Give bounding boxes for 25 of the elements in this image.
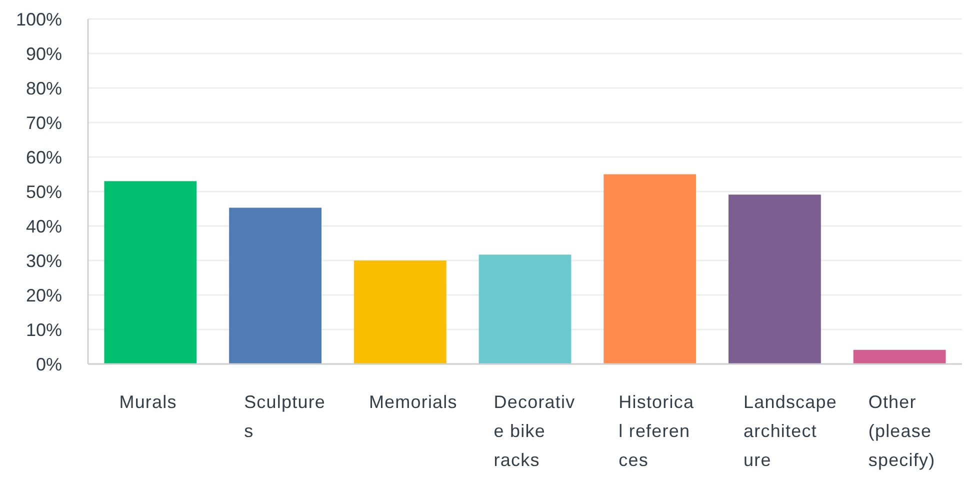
bar xyxy=(478,254,572,364)
y-tick-label: 40% xyxy=(26,216,62,236)
y-tick-label: 30% xyxy=(26,250,62,271)
bar xyxy=(604,174,696,364)
x-tick-label: Other (please specify) xyxy=(868,392,936,470)
y-tick-label: 60% xyxy=(26,147,62,168)
bar xyxy=(104,181,197,364)
y-tick-label: 10% xyxy=(26,320,62,340)
y-tick-label: 50% xyxy=(26,182,62,202)
y-tick-label: 70% xyxy=(26,112,62,133)
x-tick-label: Memorials xyxy=(368,392,458,412)
bar xyxy=(229,208,322,364)
y-tick-label: 0% xyxy=(36,354,62,374)
bar xyxy=(853,350,946,364)
y-tick-label: 20% xyxy=(26,285,62,306)
y-tick-label: 90% xyxy=(26,44,62,64)
y-tick-label: 80% xyxy=(26,78,62,98)
x-tick-label: Sculptures xyxy=(244,392,326,441)
x-tick-label: Landscape architecture xyxy=(744,392,837,470)
x-tick-label: Historical references xyxy=(618,392,694,470)
x-tick-label: Decorative bike racks xyxy=(494,392,576,470)
bar xyxy=(728,194,821,364)
bar xyxy=(354,260,446,364)
y-tick-label: 100% xyxy=(16,9,62,30)
x-tick-label: Murals xyxy=(119,392,177,412)
